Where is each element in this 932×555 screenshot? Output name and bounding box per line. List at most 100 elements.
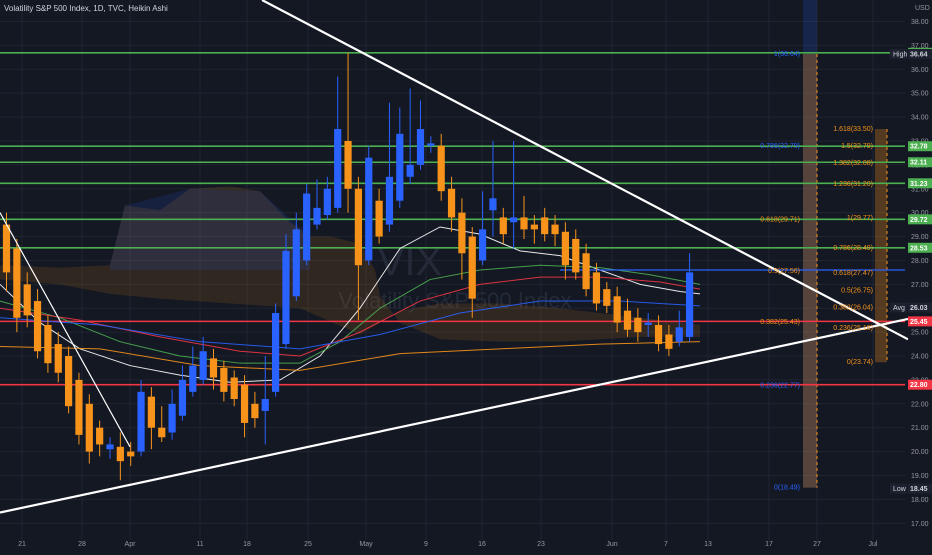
candle-body <box>240 384 249 423</box>
candle-body <box>510 217 518 223</box>
x-tick-label: 21 <box>18 541 26 548</box>
candles <box>2 52 694 481</box>
price-badge-label: 36.64 <box>910 52 928 59</box>
y-tick-label: 36.00 <box>911 67 929 74</box>
price-tag <box>890 302 907 313</box>
candle-body <box>427 143 435 146</box>
candle-body <box>137 391 145 452</box>
candle-body <box>261 399 269 411</box>
candle-body <box>520 217 528 230</box>
candle-body <box>282 250 290 345</box>
fib-box-orange-2 <box>875 129 887 363</box>
level-badge-label: 22.80 <box>910 382 928 389</box>
level-badge <box>908 242 932 253</box>
level-badge <box>908 214 932 225</box>
candle-body <box>199 351 207 380</box>
candle-body <box>54 344 62 373</box>
candle-body <box>313 207 321 225</box>
watermark-name: Volatility S&P 500 Index <box>338 288 571 313</box>
candle-body <box>416 129 425 165</box>
price-badge-label: 26.03 <box>910 305 928 312</box>
candle-body <box>33 301 42 352</box>
x-tick-label: May <box>359 541 373 548</box>
chart-header: Volatility S&P 500 Index, 1D, TVC, Heiki… <box>4 4 168 13</box>
level-badges: 36.6932.7832.1131.2329.7228.5325.4522.80… <box>890 47 932 494</box>
level-badge <box>908 316 932 327</box>
fib-label: 0.786(28.49) <box>833 245 873 252</box>
candle-body <box>13 248 21 318</box>
trendline-descending <box>261 0 909 341</box>
x-tick-label: 9 <box>424 541 428 548</box>
level-badge <box>908 141 932 152</box>
y-tick-label: 17.00 <box>911 521 929 528</box>
cloud-fill-blue <box>110 188 310 270</box>
fib-label: 1.5(32.79) <box>841 143 873 150</box>
x-tick-label: 27 <box>813 541 821 548</box>
candle-body <box>75 379 83 435</box>
x-tick-label: 23 <box>537 541 545 548</box>
price-tag <box>890 49 907 59</box>
candle-body <box>147 396 155 428</box>
fib-label: 0.5(27.56) <box>768 268 800 275</box>
candle-body <box>251 403 259 419</box>
candle-body <box>96 427 104 445</box>
y-tick-label: 24.00 <box>911 354 929 361</box>
y-tick-label: 38.00 <box>911 19 929 26</box>
candle-body <box>375 200 383 237</box>
candle-body <box>220 367 228 392</box>
candle-body <box>334 129 342 208</box>
cloud-fill <box>0 186 700 342</box>
ma-line <box>0 276 701 357</box>
level-badge-label: 32.78 <box>910 144 928 151</box>
candle-body <box>603 289 611 306</box>
level-badge-label: 28.53 <box>910 245 928 252</box>
ma-line <box>0 226 701 383</box>
trendline-left <box>0 212 131 448</box>
level-badge <box>908 379 932 390</box>
candle-body <box>23 284 31 316</box>
x-tick-label: 11 <box>196 541 203 548</box>
y-tick-label: 30.00 <box>911 210 929 217</box>
candle-body <box>592 272 601 304</box>
candle-body <box>85 403 93 452</box>
x-tick-label: Jul <box>869 541 878 548</box>
y-tick-label: 22.00 <box>911 401 929 408</box>
fib-label: 0.236(22.77) <box>760 382 800 389</box>
candle-body <box>230 377 238 400</box>
x-tick-label: 16 <box>478 541 486 548</box>
candle-body <box>189 365 197 392</box>
price-tag <box>890 483 907 494</box>
candle-body <box>489 198 497 211</box>
candle-body <box>551 224 559 235</box>
y-axis-bg <box>908 0 932 550</box>
candle-body <box>675 327 683 342</box>
candle-body <box>44 324 52 364</box>
candle-body <box>468 236 476 299</box>
y-tick-label: 18.00 <box>911 497 929 504</box>
x-tick-label: 28 <box>78 541 86 548</box>
price-tag-label: Avg <box>893 305 905 312</box>
fib-label: 1.382(32.08) <box>833 160 873 167</box>
watermark-symbol: VIX <box>378 240 442 284</box>
candle-body <box>406 164 414 177</box>
fib-label: 1.236(31.20) <box>833 181 873 188</box>
x-tick-label: Jun <box>606 541 617 548</box>
candle-body <box>292 229 300 297</box>
fib-label: 0.236(25.18) <box>833 325 873 332</box>
candle-body <box>106 444 114 450</box>
candle-body <box>530 224 538 230</box>
y-tick-label: 37.00 <box>911 43 929 50</box>
candle-body <box>458 212 466 254</box>
level-badge-label: 32.11 <box>910 160 927 167</box>
candle-body <box>354 188 362 266</box>
fib-label: 0.382(25.43) <box>760 319 800 326</box>
level-badge-label: 25.45 <box>910 319 928 326</box>
candle-body <box>479 229 487 261</box>
candle-body <box>499 217 507 235</box>
candle-body <box>116 446 124 462</box>
x-tick-label: 7 <box>664 541 668 548</box>
y-tick-label: 31.00 <box>911 186 929 193</box>
x-tick-label: 13 <box>704 541 712 548</box>
y-tick-label: 25.00 <box>911 330 929 337</box>
